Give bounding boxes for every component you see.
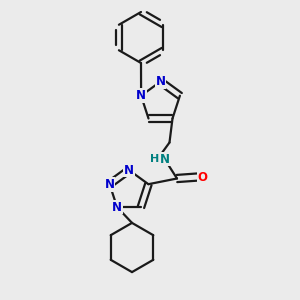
Text: N: N	[160, 152, 170, 166]
Text: N: N	[155, 75, 166, 88]
Text: N: N	[105, 178, 115, 191]
Text: N: N	[124, 164, 134, 177]
Text: O: O	[197, 170, 208, 184]
Text: N: N	[112, 200, 122, 214]
Text: H: H	[150, 154, 159, 164]
Text: N: N	[136, 89, 146, 102]
